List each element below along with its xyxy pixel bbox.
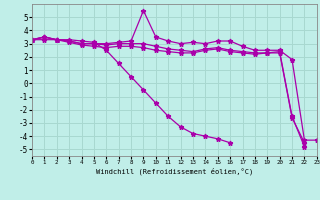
X-axis label: Windchill (Refroidissement éolien,°C): Windchill (Refroidissement éolien,°C) bbox=[96, 168, 253, 175]
